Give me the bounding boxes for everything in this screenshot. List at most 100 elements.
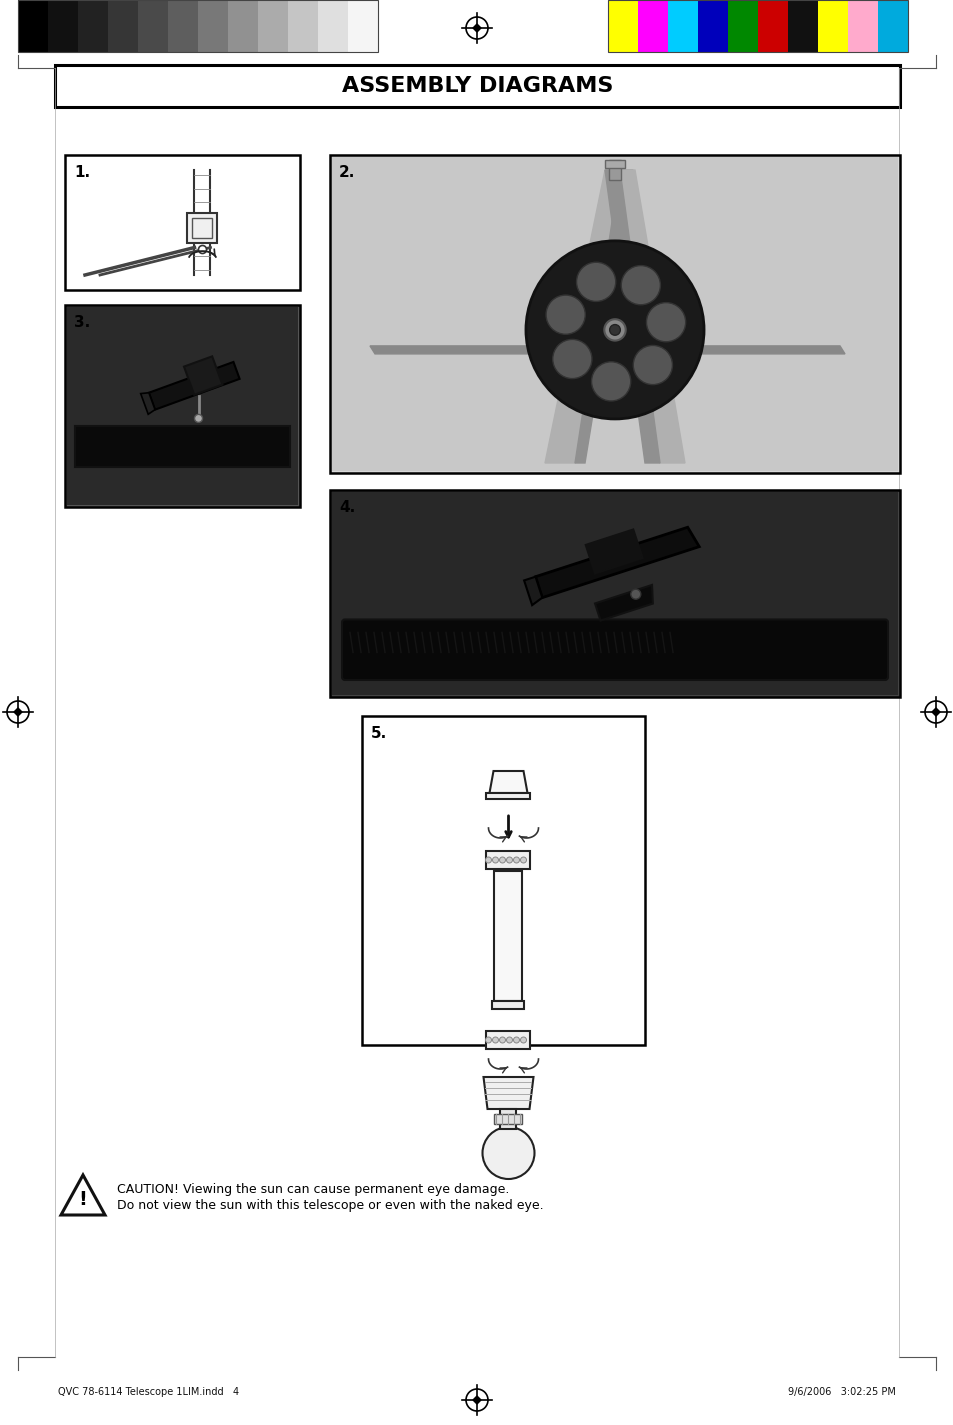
Polygon shape <box>523 577 541 606</box>
Text: 4.: 4. <box>338 500 355 514</box>
Circle shape <box>620 265 659 305</box>
Polygon shape <box>585 530 642 573</box>
Circle shape <box>646 302 685 342</box>
Bar <box>486 851 530 869</box>
Bar <box>228 0 257 51</box>
Text: 1.: 1. <box>74 165 90 180</box>
Bar <box>18 0 377 51</box>
Circle shape <box>520 856 526 864</box>
Circle shape <box>506 1037 512 1043</box>
Bar <box>348 0 377 51</box>
Bar <box>698 0 727 51</box>
Bar <box>193 218 213 238</box>
Bar <box>727 0 758 51</box>
Bar <box>198 0 228 51</box>
Circle shape <box>591 362 630 400</box>
Bar <box>288 0 317 51</box>
Bar <box>638 0 667 51</box>
Bar <box>75 426 290 467</box>
Circle shape <box>630 589 640 598</box>
Bar <box>168 0 198 51</box>
Circle shape <box>499 856 505 864</box>
Polygon shape <box>61 1176 105 1216</box>
Bar <box>494 871 522 1000</box>
Circle shape <box>485 1037 491 1043</box>
Polygon shape <box>489 771 527 792</box>
Polygon shape <box>619 170 684 463</box>
Bar <box>492 1000 524 1009</box>
Circle shape <box>576 262 615 302</box>
Circle shape <box>513 856 519 864</box>
Bar <box>486 792 530 799</box>
Circle shape <box>633 345 672 385</box>
Circle shape <box>525 241 703 419</box>
Circle shape <box>492 1037 498 1043</box>
Bar <box>257 0 288 51</box>
Text: Do not view the sun with this telescope or even with the naked eye.: Do not view the sun with this telescope … <box>117 1198 543 1213</box>
Bar <box>78 0 108 51</box>
Polygon shape <box>604 170 659 463</box>
Bar <box>787 0 817 51</box>
Polygon shape <box>473 24 480 31</box>
FancyBboxPatch shape <box>188 212 217 242</box>
Bar <box>607 0 638 51</box>
Text: QVC 78-6114 Telescope 1LIM.indd   4: QVC 78-6114 Telescope 1LIM.indd 4 <box>58 1387 239 1396</box>
Bar <box>608 160 620 180</box>
Polygon shape <box>535 527 699 597</box>
Circle shape <box>520 1037 526 1043</box>
Polygon shape <box>931 708 939 715</box>
Text: 2.: 2. <box>338 165 355 180</box>
Bar <box>604 160 624 168</box>
Bar <box>817 0 847 51</box>
FancyBboxPatch shape <box>341 620 887 680</box>
Circle shape <box>485 856 491 864</box>
Bar <box>330 490 899 697</box>
Circle shape <box>545 295 584 335</box>
Circle shape <box>194 415 202 422</box>
Bar <box>108 0 138 51</box>
Bar <box>847 0 877 51</box>
Bar <box>330 155 899 473</box>
Text: CAUTION! Viewing the sun can cause permanent eye damage.: CAUTION! Viewing the sun can cause perma… <box>117 1183 509 1196</box>
Circle shape <box>506 856 512 864</box>
Polygon shape <box>575 170 633 463</box>
Text: ASSEMBLY DIAGRAMS: ASSEMBLY DIAGRAMS <box>341 76 613 95</box>
Bar <box>877 0 907 51</box>
Bar <box>667 0 698 51</box>
Polygon shape <box>544 170 619 463</box>
Circle shape <box>609 325 619 335</box>
Bar <box>138 0 168 51</box>
Bar <box>361 715 644 1045</box>
Bar <box>494 1114 522 1124</box>
Polygon shape <box>184 356 222 395</box>
Polygon shape <box>14 708 22 715</box>
Circle shape <box>603 319 625 341</box>
Polygon shape <box>140 393 155 415</box>
Circle shape <box>492 856 498 864</box>
Bar <box>486 1032 530 1049</box>
Bar <box>317 0 348 51</box>
Polygon shape <box>595 584 652 620</box>
Bar <box>55 66 899 107</box>
Circle shape <box>499 1037 505 1043</box>
Bar <box>500 1109 516 1129</box>
Bar <box>18 0 48 51</box>
Bar <box>332 157 897 472</box>
Bar <box>758 0 787 51</box>
Text: 9/6/2006   3:02:25 PM: 9/6/2006 3:02:25 PM <box>787 1387 895 1396</box>
Bar <box>65 305 299 507</box>
Circle shape <box>198 245 206 254</box>
Text: 3.: 3. <box>74 315 91 331</box>
Circle shape <box>552 339 591 379</box>
Polygon shape <box>483 1077 533 1109</box>
Bar <box>607 0 907 51</box>
Circle shape <box>513 1037 519 1043</box>
Bar <box>65 155 299 291</box>
Bar <box>48 0 78 51</box>
Bar <box>67 306 297 504</box>
Polygon shape <box>149 362 239 409</box>
Text: 5.: 5. <box>371 725 387 741</box>
Text: !: ! <box>78 1190 88 1210</box>
Polygon shape <box>370 346 844 353</box>
Polygon shape <box>473 1396 480 1404</box>
